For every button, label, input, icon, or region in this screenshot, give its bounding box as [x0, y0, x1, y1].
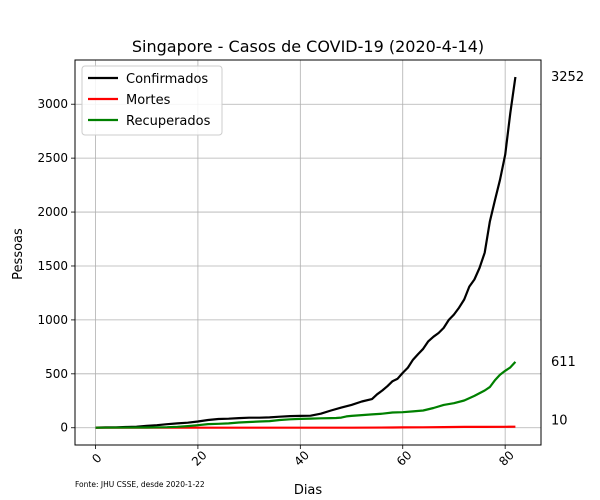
- legend: Confirmados Mortes Recuperados: [81, 65, 223, 136]
- legend-label-confirmados: Confirmados: [126, 72, 208, 87]
- legend-label-mortes: Mortes: [126, 93, 171, 108]
- y-axis-label: Pessoas: [11, 228, 26, 280]
- series-line-confirmados: [95, 76, 517, 429]
- end-value-labels: 3252 10 611: [551, 70, 584, 429]
- x-tick-label: 60: [394, 448, 415, 469]
- series-lines: [95, 76, 517, 429]
- x-axis-label: Dias: [294, 483, 323, 498]
- legend-box: [81, 65, 223, 136]
- x-tick-label: 80: [496, 448, 517, 469]
- y-tick-label: 500: [45, 367, 68, 381]
- y-tick-label: 3000: [37, 97, 68, 111]
- y-tick-label: 1000: [37, 313, 68, 327]
- end-label-confirmados: 3252: [551, 70, 584, 85]
- y-tick-label: 0: [60, 421, 68, 435]
- chart-title: Singapore - Casos de COVID-19 (2020-4-14…: [132, 37, 484, 56]
- y-tick-label: 2500: [37, 151, 68, 165]
- y-axis: 0 500 1000 1500 2000 2500 3000: [37, 97, 75, 435]
- x-tick-label: 20: [189, 448, 210, 469]
- end-label-recuperados: 611: [551, 355, 576, 370]
- y-tick-label: 2000: [37, 205, 68, 219]
- source-footnote: Fonte: JHU CSSE, desde 2020-1-22: [75, 480, 205, 489]
- series-line-mortes: [95, 425, 516, 429]
- series-line-recuperados: [95, 361, 517, 429]
- x-tick-label: 0: [89, 451, 104, 466]
- x-axis: 0 20 40 60 80: [89, 445, 517, 469]
- y-tick-label: 1500: [37, 259, 68, 273]
- legend-label-recuperados: Recuperados: [126, 114, 211, 129]
- end-label-mortes: 10: [551, 414, 568, 429]
- x-tick-label: 40: [291, 448, 312, 469]
- plot-frame: [74, 59, 542, 446]
